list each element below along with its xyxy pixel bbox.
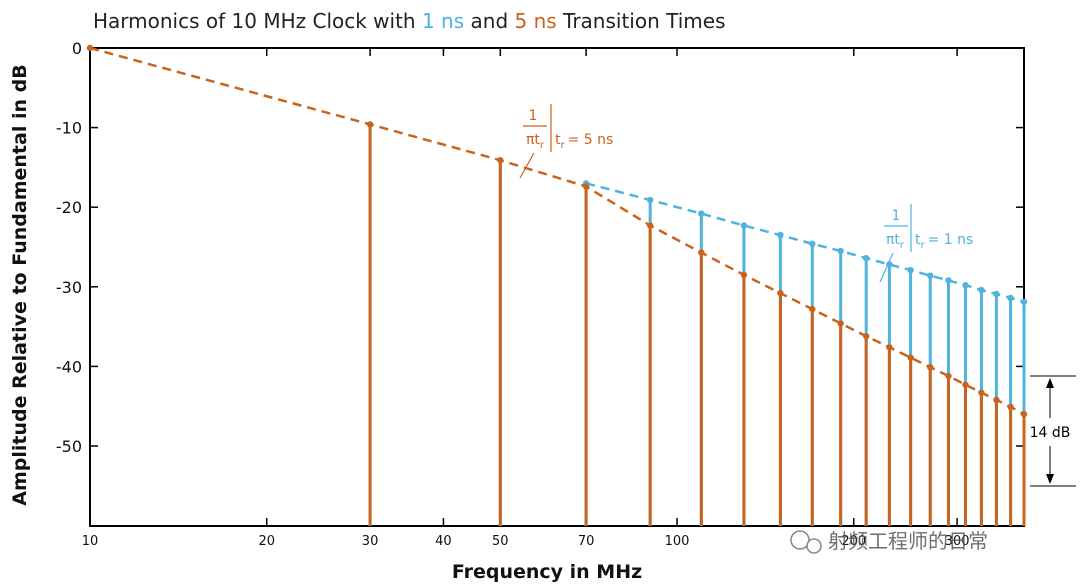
dim-label: 14 dB (1030, 425, 1071, 441)
y-tick-label: -10 (56, 119, 82, 138)
x-tick-label: 30 (362, 534, 379, 549)
series-5ns-point (497, 157, 504, 164)
series-1ns-point (927, 272, 934, 279)
y-tick-label: -50 (56, 437, 82, 456)
series-5ns-point (698, 249, 705, 256)
watermark: 射频工程师的日常 (790, 529, 988, 554)
series-1ns-point (646, 196, 654, 204)
corner-annotation-5ns: 1 πtr tr = 5 ns (519, 104, 613, 179)
series-5ns-point (978, 389, 985, 396)
title-mid: and (464, 9, 514, 33)
x-axis-title: Frequency in MHz (452, 561, 642, 583)
annot1-den: πtr (886, 232, 905, 251)
series-1ns-point (1020, 298, 1028, 306)
annot1-num: 1 (892, 208, 901, 224)
series-5ns-point (777, 289, 784, 297)
series-5ns-point (945, 372, 952, 380)
series-1ns-point (809, 240, 816, 248)
annot5-cond: tr = 5 ns (555, 132, 613, 151)
y-tick-label: -40 (56, 357, 82, 376)
annot1-cond: tr = 1 ns (915, 232, 973, 251)
series-1ns-point (698, 210, 705, 217)
annot1-leader (879, 252, 894, 283)
title-1ns: 1 ns (422, 9, 464, 33)
series-5ns-point (1020, 410, 1028, 418)
series-1ns (368, 123, 1028, 526)
x-tick-label: 200 (841, 534, 866, 549)
chart-title: Harmonics of 10 MHz Clock with 1 ns and … (93, 9, 726, 33)
x-tick-label: 50 (492, 534, 509, 549)
series-1ns-point (993, 290, 1000, 298)
series-5ns-point (809, 305, 816, 313)
x-tick-label: 40 (435, 534, 452, 549)
series-5ns-envelope-line (89, 46, 1025, 416)
series-5ns-point (366, 121, 374, 128)
series-5ns-point (740, 271, 748, 279)
x-tick-label: 10 (82, 534, 99, 549)
series-5ns-point (962, 381, 969, 388)
annot5-den: πtr (526, 132, 545, 151)
series-1ns-point (1007, 294, 1014, 302)
plot-frame (89, 47, 1025, 527)
series-5ns (86, 44, 1028, 526)
series-1ns-point (777, 231, 784, 239)
series-1ns-point (862, 254, 870, 262)
y-tick-label: -30 (56, 278, 82, 297)
y-axis-title: Amplitude Relative to Fundamental in dB (9, 64, 31, 505)
series-5ns-point (582, 183, 590, 190)
annot5-num: 1 (529, 108, 538, 124)
x-tick-label: 300 (945, 534, 970, 549)
x-tick-label: 100 (665, 534, 690, 549)
dim-arrow-down-icon (1046, 474, 1054, 484)
series-5ns-point (86, 44, 94, 52)
dim-arrow-up-icon (1046, 378, 1054, 388)
series-1ns-point (945, 277, 952, 284)
x-tick-label: 70 (578, 534, 595, 549)
series-1ns-point (962, 282, 969, 289)
series-5ns-point (993, 396, 1000, 404)
x-tick-label: 20 (258, 534, 275, 549)
series-1ns-point (907, 266, 914, 274)
corner-annotation-1ns: 1 πtr tr = 1 ns (879, 204, 973, 283)
wechat-bubble-icon (790, 530, 810, 550)
series-5ns-point (927, 363, 934, 371)
series-5ns-point (646, 222, 654, 229)
series-5ns-point (1007, 403, 1014, 411)
axis-ticks: 10 20 30 40 50 70 100 200 300 0 -10 -20 -30 -40 -50 (56, 39, 1024, 549)
series-5ns-point (837, 320, 844, 327)
series-1ns-point (837, 247, 844, 255)
title-prefix: Harmonics of 10 MHz Clock with (93, 9, 422, 33)
series-5ns-point (907, 354, 914, 361)
series-5ns-point (862, 332, 870, 340)
difference-dimension: 14 dB (1030, 375, 1076, 487)
annot5-leader (519, 152, 535, 179)
series-1ns-point (978, 286, 985, 294)
y-tick-label: -20 (56, 198, 82, 217)
y-tick-label: 0 (72, 39, 82, 58)
wechat-bubble-small-icon (806, 538, 822, 554)
title-suffix: Transition Times (557, 9, 726, 33)
title-5ns: 5 ns (515, 9, 557, 33)
watermark-text: 射频工程师的日常 (828, 529, 988, 553)
series-5ns-point (886, 344, 893, 351)
series-1ns-point (740, 222, 748, 229)
